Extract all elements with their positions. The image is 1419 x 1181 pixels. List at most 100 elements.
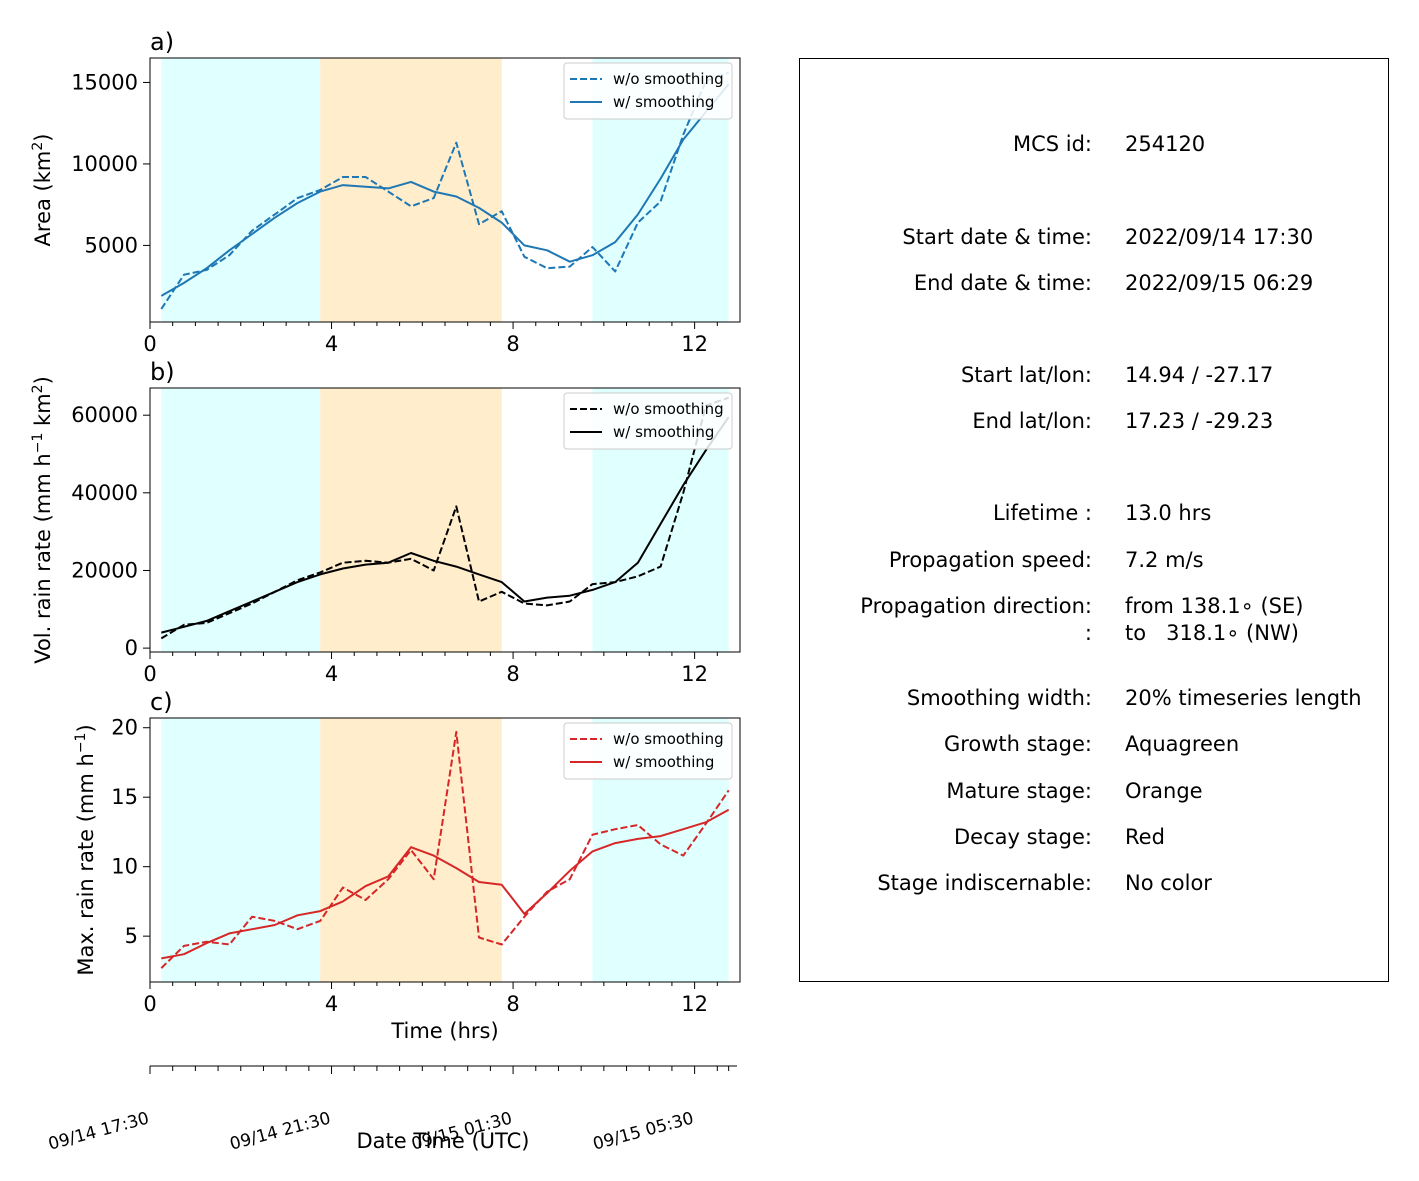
x-tick-label: 4	[325, 992, 338, 1016]
series-line-smoothed	[160, 83, 730, 297]
info-value-smoothing-width: 20% timeseries length	[1125, 686, 1362, 710]
info-value-decay-stage: Red	[1125, 825, 1165, 849]
y-axis-label-part: )	[31, 134, 55, 142]
x-tick-label: 0	[143, 992, 156, 1016]
y-axis-label: Area (km2)	[30, 134, 55, 247]
x-tick-label: 8	[506, 332, 519, 356]
datetime-tick-label: 09/15 05:30	[591, 1109, 696, 1155]
span-mature	[320, 718, 502, 982]
y-axis-label-part: km	[31, 393, 55, 432]
info-label-stage-indiscernable: Stage indiscernable:	[877, 871, 1092, 895]
info-label-propagation-direction: Propagation direction:	[860, 594, 1092, 618]
info-label-start-latlon: Start lat/lon:	[960, 363, 1092, 387]
info-label-propagation-speed: Propagation speed:	[888, 548, 1092, 572]
y-tick-label: 10	[111, 855, 138, 879]
datetime-axis-label: Date Time (UTC)	[357, 1129, 530, 1153]
legend-label: w/o smoothing	[613, 400, 724, 418]
x-tick-label: 8	[506, 662, 519, 686]
span-growth	[161, 718, 321, 982]
span-mature	[320, 58, 502, 322]
panel-label: c)	[150, 688, 173, 716]
info-value-growth-stage: Aquagreen	[1125, 732, 1240, 756]
y-tick-label: 0	[125, 636, 138, 660]
info-label-smoothing-width: Smoothing width:	[906, 686, 1092, 710]
datetime-tick-label: 09/14 17:30	[46, 1109, 151, 1155]
panel-label: a)	[150, 28, 174, 56]
info-value-stage-indiscernable: No color	[1125, 871, 1212, 895]
info-value-start-datetime: 2022/09/14 17:30	[1125, 225, 1314, 249]
y-axis-label-superscript: 2	[30, 142, 46, 151]
y-tick-label: 15000	[71, 70, 138, 94]
info-label-end-datetime: End date & time:	[913, 271, 1092, 295]
info-value-propagation-speed: 7.2 m/s	[1125, 548, 1204, 572]
y-axis-label-part: )	[74, 724, 98, 732]
x-tick-label: 12	[681, 662, 708, 686]
y-axis-label: Max. rain rate (mm h−1)	[73, 724, 98, 975]
info-value-lifetime: 13.0 hrs	[1125, 501, 1212, 525]
info-label-end-latlon: End lat/lon:	[972, 409, 1092, 433]
series-line-raw	[160, 730, 730, 969]
info-value-end-latlon: 17.23 / -29.23	[1125, 409, 1274, 433]
legend: w/o smoothing w/ smoothing	[563, 722, 733, 780]
y-axis-label-superscript: −1	[30, 433, 46, 454]
legend-box	[563, 62, 733, 120]
y-axis-label-part: Vol. rain rate (mm h	[31, 453, 55, 664]
info-panel: MCS id: 254120 Start date & time: 2022/0…	[799, 58, 1389, 982]
y-tick-label: 5000	[85, 233, 138, 257]
y-tick-label: 60000	[71, 403, 138, 427]
y-tick-label: 40000	[71, 481, 138, 505]
info-label-start-datetime: Start date & time:	[902, 225, 1092, 249]
info-value-propagation-to: to 318.1∘ (NW)	[1125, 621, 1299, 645]
panel-max: 0 4 8 12 5 10 15 20 c) Max. rain rate (mm h−1) Tim…	[73, 688, 741, 1043]
series-group	[160, 71, 730, 310]
y-axis-label-superscript: 2	[30, 384, 46, 393]
info-label-mcs-id: MCS id:	[1012, 132, 1092, 156]
info-label-decay-stage: Decay stage:	[954, 825, 1092, 849]
legend: w/o smoothing w/ smoothing	[563, 62, 733, 120]
span-growth	[161, 388, 321, 652]
span-mature	[320, 388, 502, 652]
y-tick-label: 20000	[71, 558, 138, 582]
info-value-start-latlon: 14.94 / -27.17	[1125, 363, 1274, 387]
series-line-smoothed	[161, 416, 730, 634]
series-group	[160, 396, 730, 640]
legend-label: w/ smoothing	[613, 753, 714, 771]
legend-label: w/o smoothing	[613, 730, 724, 748]
y-axis-label-superscript: −1	[73, 733, 89, 754]
y-tick-label: 10000	[71, 152, 138, 176]
x-tick-label: 12	[681, 992, 708, 1016]
y-tick-label: 5	[125, 924, 138, 948]
legend: w/o smoothing w/ smoothing	[563, 392, 733, 450]
y-tick-label: 15	[111, 785, 138, 809]
info-value-mature-stage: Orange	[1125, 779, 1203, 803]
series-line-smoothed	[161, 808, 730, 960]
info-label-mature-stage: Mature stage:	[946, 779, 1092, 803]
panel-area: 0 4 8 12 5000 10000 15000 a) Area (km2) w/o smoot…	[30, 28, 741, 356]
info-label-propagation-direction-cont: :	[1084, 621, 1092, 645]
span-growth	[161, 58, 321, 322]
info-value-propagation-from: from 138.1∘ (SE)	[1125, 594, 1304, 618]
info-label-lifetime: Lifetime :	[992, 501, 1092, 525]
series-line-raw	[160, 396, 730, 640]
x-axis-label: Time (hrs)	[390, 1019, 498, 1043]
datetime-tick-label: 09/14 21:30	[228, 1109, 333, 1155]
legend-box	[563, 722, 733, 780]
legend-label: w/o smoothing	[613, 70, 724, 88]
y-tick-label: 20	[111, 716, 138, 740]
x-tick-label: 0	[143, 332, 156, 356]
info-value-end-datetime: 2022/09/15 06:29	[1125, 271, 1314, 295]
x-tick-label: 4	[325, 662, 338, 686]
legend-label: w/ smoothing	[613, 423, 714, 441]
legend-label: w/ smoothing	[613, 93, 714, 111]
x-tick-label: 4	[325, 332, 338, 356]
series-group	[160, 730, 730, 969]
legend-box	[563, 392, 733, 450]
y-axis-label-part: )	[31, 376, 55, 384]
info-value-mcs-id: 254120	[1125, 132, 1206, 156]
panel-vol: 0 4 8 12 0 20000 40000 60000 b) Vol. rain rate (m…	[30, 358, 741, 686]
info-label-growth-stage: Growth stage:	[943, 732, 1092, 756]
datetime-axis: 09/14 17:30 09/14 21:30 09/15 01:30 09/15 0…	[46, 1065, 737, 1155]
x-tick-label: 12	[681, 332, 708, 356]
y-axis-label-part: Area (km	[31, 151, 55, 247]
